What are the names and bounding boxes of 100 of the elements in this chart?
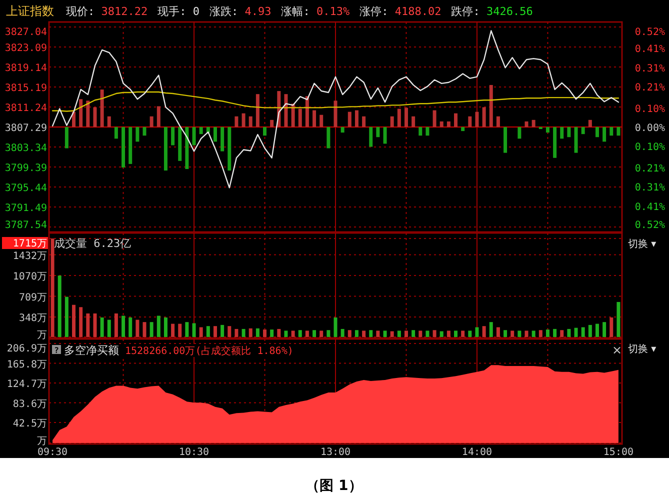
bar: [383, 330, 387, 337]
bar: [248, 328, 252, 337]
bar: [122, 127, 126, 168]
y-tick-label: 3815.19: [4, 83, 47, 94]
bar: [248, 116, 252, 127]
bar: [50, 238, 54, 337]
y-tick-label: 3823.09: [4, 43, 47, 54]
bar: [220, 324, 224, 337]
bar: [446, 121, 450, 127]
bar: [136, 127, 140, 142]
bar: [418, 127, 422, 136]
chart-title: 多空净买额: [64, 344, 119, 357]
bar: [610, 317, 614, 337]
x-tick-label: 09:30: [37, 447, 68, 458]
bar: [164, 317, 168, 337]
bar: [192, 127, 196, 146]
y2-tick-label: 0.10%: [634, 142, 665, 154]
bar: [362, 330, 366, 337]
text: 涨停: 4188.02: [360, 5, 442, 18]
bar: [234, 328, 238, 337]
bar: [560, 330, 564, 337]
line-series: [52, 30, 620, 188]
bar: [199, 327, 203, 337]
annotation: ×: [612, 343, 622, 357]
y-tick-label: 万: [37, 436, 47, 447]
x-tick-label: 10:30: [178, 447, 210, 458]
y-tick-label: 3819.14: [4, 63, 47, 74]
y2-tick-label: 0.31%: [634, 63, 665, 74]
bar: [616, 302, 620, 337]
bar: [412, 330, 416, 337]
bar: [270, 330, 274, 337]
y-tick-label: 3791.49: [4, 203, 47, 214]
y-tick-label: 3811.24: [4, 103, 47, 114]
text: 切换 ▾: [628, 238, 656, 250]
y-tick-label: 3827.04: [4, 27, 47, 38]
bar: [213, 127, 217, 142]
bar: [496, 116, 500, 127]
x-tick-label: 13:00: [320, 447, 351, 458]
bar: [228, 127, 232, 171]
text: 现价: 3812.22: [66, 5, 148, 18]
bar: [86, 100, 90, 127]
bar: [100, 317, 104, 337]
bar: [128, 317, 132, 337]
bar: [602, 127, 606, 142]
bar: [397, 330, 401, 337]
bar: [320, 330, 324, 337]
text: 涨跌: 4.93: [209, 5, 272, 18]
bar: [376, 127, 380, 138]
bar: [504, 330, 508, 337]
bar: [482, 107, 486, 127]
y-tick-label: 709万: [18, 292, 47, 304]
bar: [164, 127, 168, 171]
y-tick-label: 3803.34: [4, 143, 47, 154]
bar: [369, 127, 373, 147]
y2-tick-label: 0.21%: [634, 82, 665, 94]
bar: [390, 331, 394, 337]
bar: [581, 327, 585, 337]
text: 现手: 0: [158, 5, 200, 18]
chart-title: 上证指数: [6, 4, 54, 18]
bar: [156, 316, 160, 337]
y2-tick-label: 0.41%: [634, 202, 665, 213]
bar: [553, 328, 557, 337]
bar: [178, 127, 182, 161]
bar: [100, 90, 104, 127]
bar: [220, 127, 224, 152]
bar: [574, 127, 578, 153]
bar: [86, 313, 90, 337]
bar: [475, 112, 479, 127]
y-tick-label: 124.7万: [6, 379, 47, 390]
bar: [234, 116, 238, 127]
bar: [588, 324, 592, 337]
bar: [348, 112, 352, 127]
bar: [348, 330, 352, 337]
bar: [213, 326, 217, 337]
bar: [376, 330, 380, 337]
bar: [553, 127, 557, 158]
bar: [64, 296, 68, 337]
bar: [397, 108, 401, 127]
bar: [107, 116, 111, 127]
bar: [291, 330, 295, 337]
bar: [114, 127, 118, 139]
bar: [298, 108, 302, 127]
line-series: [52, 91, 620, 112]
bar: [504, 127, 508, 153]
bar: [242, 328, 246, 337]
bar: [93, 313, 97, 337]
bar: [206, 326, 210, 337]
bar: [93, 107, 97, 127]
bar: [79, 307, 83, 337]
bar: [298, 330, 302, 337]
bar: [142, 322, 146, 337]
bar: [440, 331, 444, 337]
bar: [468, 116, 472, 127]
y-tick-label: 万: [37, 330, 47, 341]
bar: [256, 328, 260, 337]
bar: [581, 127, 585, 134]
y2-tick-label: 0.10%: [634, 104, 665, 115]
y2-tick-label: 0.21%: [634, 163, 665, 174]
bar: [510, 330, 514, 337]
bar: [284, 330, 288, 337]
